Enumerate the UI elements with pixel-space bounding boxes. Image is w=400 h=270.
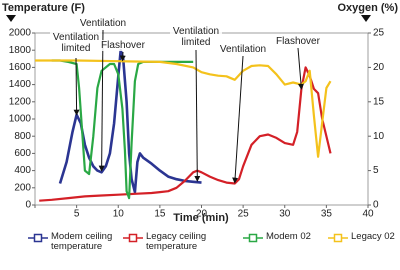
annotation: Ventilation limited (170, 26, 222, 48)
series-line (35, 59, 332, 158)
y2-axis-title: Oxygen (%) (337, 2, 398, 14)
annotation-arrow (194, 49, 201, 182)
series-line (51, 59, 194, 200)
y-tick-label: 200 (14, 182, 31, 193)
legend-key (123, 233, 143, 243)
annotation-arrow (232, 55, 244, 184)
annotation-arrow (73, 57, 80, 116)
legend-item: Modem 02 (243, 232, 328, 268)
annotation: Ventilation (219, 44, 267, 55)
annotation-arrow (119, 51, 126, 62)
legend-key (243, 233, 263, 243)
x-tick-label: 40 (362, 209, 374, 220)
x-tick-label: 30 (279, 209, 291, 220)
annotation: Ventilation (79, 18, 127, 29)
axis-pointer (6, 15, 16, 22)
legend-key (328, 233, 348, 243)
legend-label: Legacy ceiling temperature (146, 231, 207, 252)
y2-tick-label: 0 (373, 200, 379, 211)
x-tick-label: 35 (321, 209, 333, 220)
legend-marker (333, 233, 343, 243)
plot-area: Temperature (F) Oxygen (%) Time (min) 0 2… (2, 2, 398, 224)
legend-label: Modem 02 (266, 231, 311, 242)
x-tick-label: 25 (238, 209, 250, 220)
y-tick-label: 400 (14, 165, 31, 176)
y-tick-label: 1800 (9, 45, 32, 56)
legend-marker (248, 233, 258, 243)
legend-label: Legacy 02 (351, 231, 395, 242)
legend-item: Legacy 02 (328, 232, 398, 268)
annotation: Flashover (276, 36, 320, 47)
y2-tick-label: 5 (373, 165, 379, 176)
y-tick-label: 1000 (9, 114, 32, 125)
y2-tick-label: 15 (373, 96, 385, 107)
y-tick-label: 1600 (9, 62, 32, 73)
legend: Modem ceiling temperature Legacy ceiling … (28, 232, 400, 268)
y-tick-label: 600 (14, 148, 31, 159)
y-tick-label: 1400 (9, 79, 32, 90)
x-tick-label: 15 (154, 209, 166, 220)
y2-tick-label: 20 (373, 62, 385, 73)
legend-marker (128, 233, 138, 243)
y-tick-label: 0 (25, 200, 31, 211)
legend-marker (33, 233, 43, 243)
y2-tick-label: 25 (373, 28, 385, 39)
legend-key (28, 233, 48, 243)
y-tick-label: 2000 (9, 28, 32, 39)
plot-frame (34, 32, 369, 206)
axis-pointer (361, 15, 371, 22)
y-tick-label: 1200 (9, 96, 32, 107)
series-line (58, 48, 202, 194)
series-line (39, 66, 332, 202)
y-tick-label: 800 (14, 131, 31, 142)
x-tick-label: 5 (74, 209, 80, 220)
y-axis-title: Temperature (F) (2, 2, 85, 14)
annotation-arrow (297, 47, 304, 90)
annotation: Ventilation limited (50, 32, 102, 54)
legend-item: Legacy ceiling temperature (123, 232, 243, 268)
x-axis-title: Time (min) (173, 212, 229, 224)
x-tick-label: 10 (113, 209, 125, 220)
annotation: Flashover (101, 40, 145, 51)
x-tick-label: 20 (196, 209, 208, 220)
legend-label: Modem ceiling temperature (51, 231, 113, 252)
y2-tick-label: 10 (373, 131, 385, 142)
annotation-arrow (98, 29, 105, 172)
legend-item: Modem ceiling temperature (28, 232, 123, 268)
